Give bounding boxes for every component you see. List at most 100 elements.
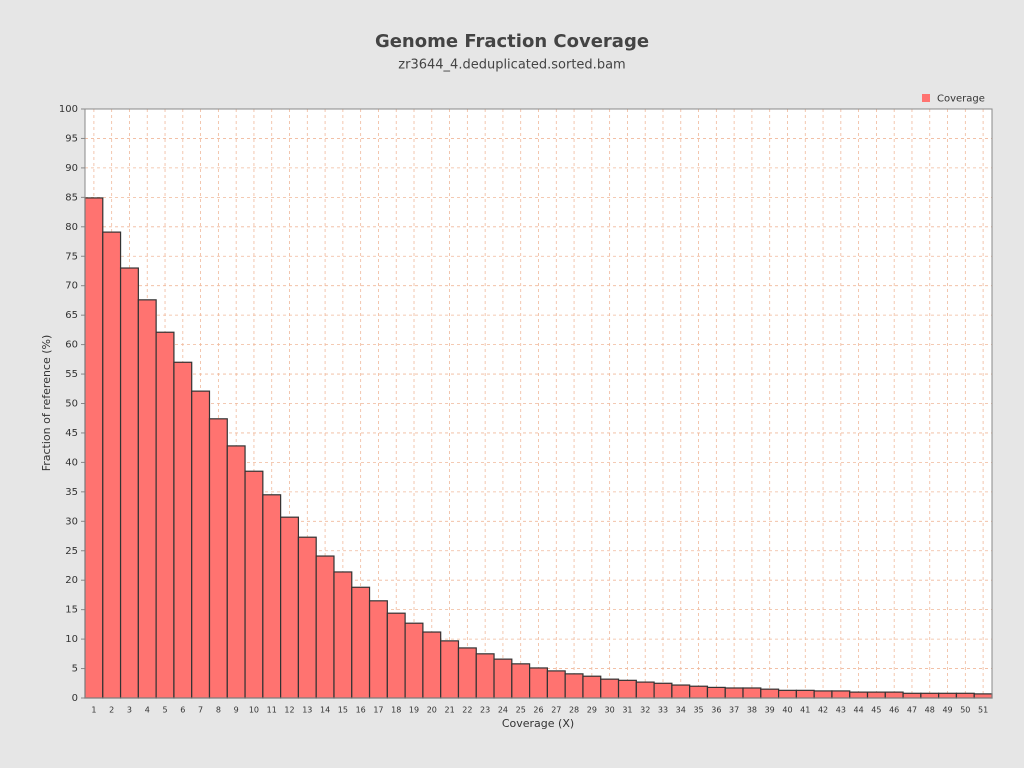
x-tick-label: 16 <box>356 706 366 715</box>
x-tick-label: 28 <box>569 706 579 715</box>
x-axis-label: Coverage (X) <box>502 717 574 730</box>
bar <box>493 658 513 699</box>
x-tick-label: 3 <box>127 706 132 715</box>
y-tick-label: 80 <box>65 222 78 233</box>
x-tick-label: 18 <box>391 706 401 715</box>
x-tick-label: 20 <box>427 706 437 715</box>
bar <box>600 678 620 699</box>
chart-subtitle: zr3644_4.deduplicated.sorted.bam <box>398 58 625 73</box>
bar <box>777 689 797 699</box>
y-tick-label: 25 <box>65 546 78 557</box>
x-tick-label: 36 <box>711 706 721 715</box>
x-tick-label: 25 <box>516 706 526 715</box>
bar <box>973 693 993 699</box>
x-tick-label: 22 <box>462 706 472 715</box>
x-tick-label: 35 <box>693 706 703 715</box>
x-tick-label: 30 <box>605 706 615 715</box>
bar <box>297 536 317 699</box>
bar <box>902 692 922 699</box>
bar <box>244 470 264 699</box>
y-tick-label: 90 <box>65 163 78 174</box>
bar <box>226 445 246 699</box>
x-tick-label: 4 <box>145 706 150 715</box>
x-tick-label: 29 <box>587 706 597 715</box>
x-tick-label: 50 <box>960 706 970 715</box>
x-tick-label: 27 <box>551 706 561 715</box>
x-tick-label: 46 <box>889 706 899 715</box>
bar <box>938 692 958 699</box>
x-tick-label: 15 <box>338 706 348 715</box>
x-tick-label: 24 <box>498 706 508 715</box>
bar <box>333 571 353 699</box>
bar <box>191 390 211 699</box>
y-tick-label: 95 <box>65 133 78 144</box>
legend-swatch <box>922 94 930 102</box>
bar <box>351 586 371 699</box>
bar <box>760 688 780 699</box>
y-tick-label: 40 <box>65 457 78 468</box>
bar <box>920 692 940 699</box>
y-tick-label: 70 <box>65 281 78 292</box>
x-tick-label: 19 <box>409 706 419 715</box>
x-tick-label: 43 <box>836 706 846 715</box>
bar <box>955 692 975 699</box>
bar <box>795 689 815 699</box>
bar <box>546 670 566 699</box>
x-tick-label: 41 <box>800 706 810 715</box>
y-tick-label: 55 <box>65 369 78 380</box>
bar <box>689 685 709 699</box>
bar <box>119 267 139 699</box>
x-tick-label: 48 <box>925 706 935 715</box>
x-tick-label: 9 <box>234 706 239 715</box>
bar <box>457 647 477 699</box>
bar <box>208 418 228 699</box>
x-tick-label: 49 <box>942 706 952 715</box>
bar <box>831 690 851 699</box>
plot-border <box>84 108 993 699</box>
bar <box>368 600 388 699</box>
bar <box>315 555 335 699</box>
bar <box>724 687 744 699</box>
bar <box>84 197 104 699</box>
bar <box>137 299 157 699</box>
y-tick-label: 35 <box>65 487 78 498</box>
bar <box>706 686 726 699</box>
x-tick-label: 40 <box>782 706 792 715</box>
bar <box>386 612 406 699</box>
x-tick-label: 10 <box>249 706 259 715</box>
chart-title: Genome Fraction Coverage <box>375 31 649 52</box>
y-tick-label: 0 <box>72 693 78 704</box>
x-tick-label: 39 <box>765 706 775 715</box>
x-tick-label: 12 <box>284 706 294 715</box>
x-tick-label: 38 <box>747 706 757 715</box>
x-tick-label: 1 <box>91 706 96 715</box>
y-axis-label: Fraction of reference (%) <box>40 335 53 472</box>
bar <box>173 361 193 699</box>
y-tick-label: 10 <box>65 634 78 645</box>
y-tick-label: 65 <box>65 310 78 321</box>
x-tick-label: 2 <box>109 706 114 715</box>
bar <box>742 687 762 699</box>
x-tick-label: 26 <box>533 706 543 715</box>
bar <box>475 653 495 699</box>
bar <box>884 691 904 699</box>
bar <box>440 640 460 699</box>
bar <box>511 663 531 699</box>
bar <box>262 494 282 699</box>
x-tick-label: 17 <box>373 706 383 715</box>
y-tick-label: 20 <box>65 575 78 586</box>
x-tick-label: 5 <box>162 706 167 715</box>
x-tick-label: 21 <box>444 706 454 715</box>
x-tick-label: 31 <box>622 706 632 715</box>
bar <box>866 691 886 699</box>
y-tick-label: 75 <box>65 251 78 262</box>
legend-label: Coverage <box>937 94 985 105</box>
x-tick-label: 33 <box>658 706 668 715</box>
x-tick-label: 37 <box>729 706 739 715</box>
x-tick-label: 13 <box>302 706 312 715</box>
bar <box>582 675 602 699</box>
x-tick-label: 14 <box>320 706 330 715</box>
x-tick-label: 11 <box>267 706 277 715</box>
x-tick-label: 47 <box>907 706 917 715</box>
